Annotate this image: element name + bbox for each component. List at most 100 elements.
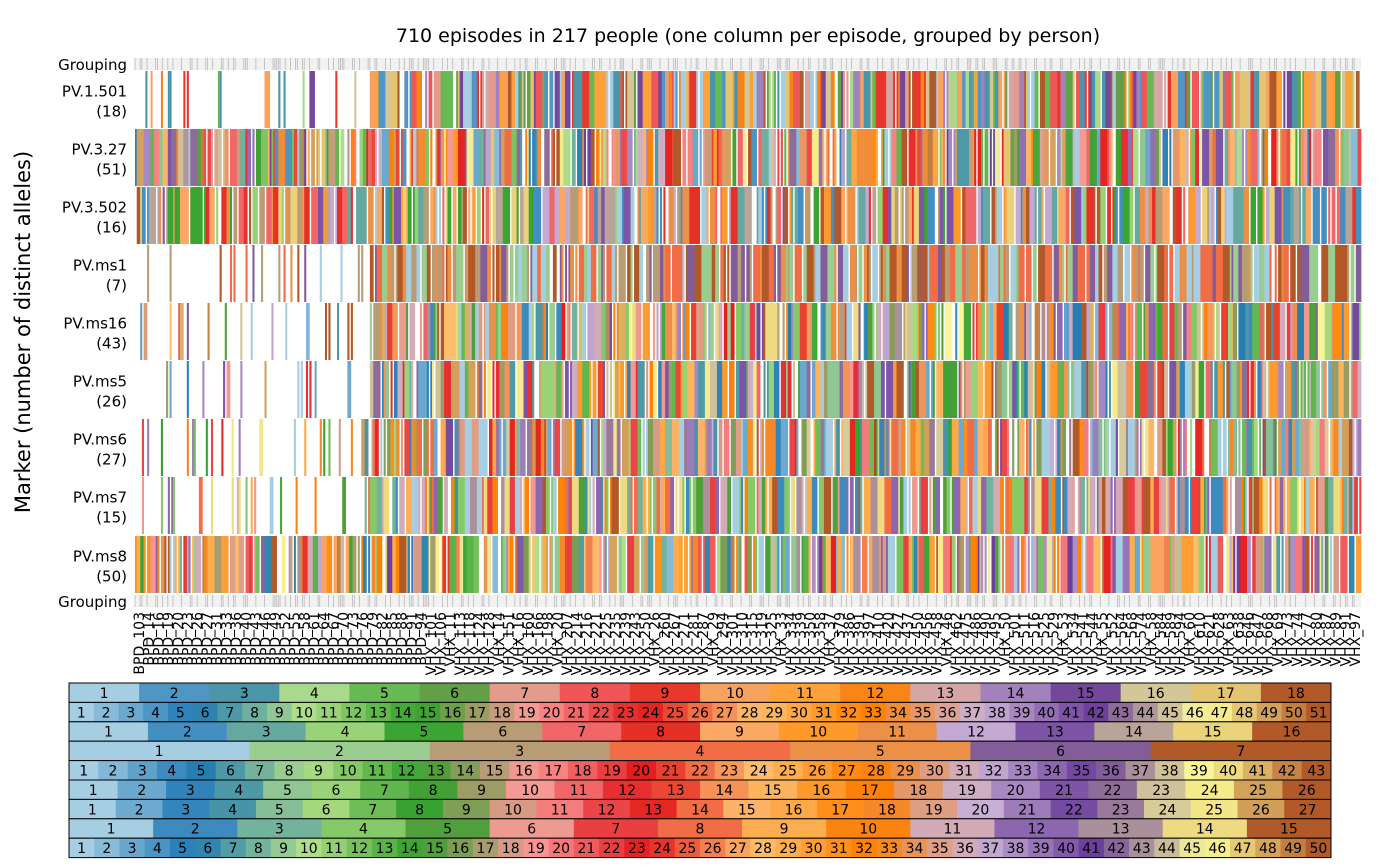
heatmap-cell — [419, 361, 422, 418]
heatmap-cell — [704, 187, 707, 244]
heatmap-cell — [1202, 187, 1205, 244]
heatmap-cell — [212, 187, 215, 244]
heatmap-cell — [991, 71, 994, 128]
heatmap-cell — [1233, 245, 1236, 302]
heatmap-cell — [224, 187, 227, 244]
heatmap-cell — [143, 303, 146, 360]
heatmap-cell — [989, 129, 992, 186]
heatmap-cell — [1045, 245, 1048, 302]
heatmap-cell — [842, 129, 846, 186]
heatmap-cell — [1202, 303, 1205, 360]
heatmap-cell — [734, 419, 737, 476]
heatmap-cell — [1110, 129, 1113, 186]
heatmap-cell — [675, 419, 678, 476]
heatmap-cell — [352, 129, 355, 186]
heatmap-cell — [585, 361, 588, 418]
heatmap-cell — [861, 536, 865, 593]
heatmap-cell — [1236, 187, 1239, 244]
heatmap-cell — [1184, 361, 1187, 418]
heatmap-cell — [1164, 129, 1167, 186]
heatmap-cell — [1136, 419, 1139, 476]
heatmap-cell — [435, 245, 438, 302]
heatmap-cell — [1262, 419, 1265, 476]
heatmap-cell — [898, 303, 901, 360]
heatmap-cell — [331, 187, 334, 244]
heatmap-cell — [1274, 361, 1277, 418]
heatmap-cell — [691, 303, 694, 360]
heatmap-cell — [1081, 419, 1084, 476]
heatmap-cell — [754, 361, 757, 418]
heatmap-cell — [1120, 303, 1124, 360]
heatmap-cell — [592, 361, 595, 418]
heatmap-cell — [1271, 187, 1274, 244]
heatmap-cell — [715, 129, 718, 186]
heatmap-cell — [445, 245, 448, 302]
heatmap-cell — [808, 361, 811, 418]
heatmap-cell — [224, 129, 227, 186]
heatmap-cell — [582, 245, 585, 302]
heatmap-cell — [1179, 477, 1182, 534]
heatmap-cell — [708, 71, 711, 128]
heatmap-cell — [1257, 187, 1260, 244]
heatmap-cell — [977, 536, 980, 593]
heatmap-cell — [874, 129, 877, 186]
heatmap-cell — [200, 129, 203, 186]
heatmap-cell — [286, 187, 290, 244]
heatmap-cell — [452, 303, 455, 360]
heatmap-cell — [1250, 361, 1253, 418]
heatmap-cell — [877, 536, 880, 593]
heatmap-cell — [1057, 419, 1060, 476]
heatmap-cell — [274, 187, 277, 244]
heatmap-cell — [602, 71, 606, 128]
heatmap-cell — [834, 419, 837, 476]
heatmap-cell — [1335, 129, 1338, 186]
heatmap-cell — [1020, 187, 1023, 244]
heatmap-cell — [411, 245, 414, 302]
heatmap-cell — [542, 361, 545, 418]
heatmap-cell — [516, 303, 519, 360]
heatmap-cell — [1264, 71, 1267, 128]
heatmap-cell — [798, 71, 801, 128]
heatmap-cell — [924, 187, 927, 244]
heatmap-cell — [988, 536, 991, 593]
heatmap-cell — [1005, 361, 1008, 418]
heatmap-cell — [730, 361, 733, 418]
heatmap-cell — [1088, 303, 1091, 360]
heatmap-cell — [827, 536, 830, 593]
heatmap-cell — [449, 71, 452, 128]
heatmap-cell — [1126, 245, 1129, 302]
heatmap-cell — [703, 71, 706, 128]
heatmap-cell — [1150, 129, 1153, 186]
heatmap-cell — [1285, 187, 1288, 244]
heatmap-cell — [943, 477, 946, 534]
heatmap-cell — [535, 187, 538, 244]
heatmap-cell — [513, 71, 516, 128]
heatmap-cell — [1179, 419, 1182, 476]
heatmap-cell — [760, 536, 763, 593]
heatmap-cell — [613, 129, 616, 186]
heatmap-cell — [407, 245, 410, 302]
heatmap-cell — [1359, 303, 1362, 360]
heatmap-cell — [1342, 419, 1345, 476]
heatmap-cell — [613, 419, 616, 476]
heatmap-cell — [822, 303, 825, 360]
heatmap-cell — [1019, 187, 1022, 244]
heatmap-cell — [929, 419, 932, 476]
heatmap-cell — [507, 419, 511, 476]
heatmap-cell — [475, 536, 478, 593]
heatmap-cell — [549, 419, 552, 476]
heatmap-cell — [248, 129, 252, 186]
heatmap-cell — [868, 536, 871, 593]
heatmap-cell — [766, 419, 770, 476]
heatmap-cell — [842, 536, 846, 593]
heatmap-cell — [616, 477, 619, 534]
heatmap-cell — [832, 71, 835, 128]
heatmap-cell — [1226, 129, 1229, 186]
heatmap-cell — [715, 419, 718, 476]
heatmap-cell — [672, 129, 675, 186]
heatmap-cell — [240, 187, 243, 244]
heatmap-cell — [578, 477, 581, 534]
heatmap-cell — [478, 187, 481, 244]
heatmap-cell — [1245, 361, 1248, 418]
heatmap-cell — [1022, 361, 1025, 418]
